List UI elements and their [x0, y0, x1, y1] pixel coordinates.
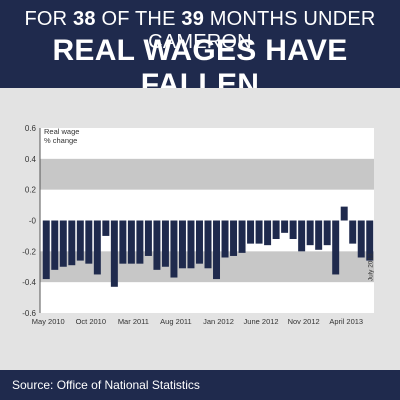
x-tick-label: Mar 2011 — [118, 317, 149, 326]
bar-month-27 — [264, 220, 272, 246]
bar-month-20 — [204, 220, 212, 269]
bar-month-10 — [119, 220, 127, 264]
bar-month-26 — [255, 220, 263, 244]
bar-month-35 — [332, 220, 340, 275]
bar-month-33 — [315, 220, 323, 250]
real-wage-bar-chart: 0.6 0.4 0.2 -0 -0.2 -0.4 -0.6 Real wage% change… — [22, 124, 375, 326]
source-note: Source: Office of National Statistics — [12, 378, 200, 392]
y-tick-label: 0.4 — [25, 155, 37, 164]
x-tick-label: Jan 2012 — [203, 317, 234, 326]
chart-area: 0.6 0.4 0.2 -0 -0.2 -0.4 -0.6 Real wage% change… — [0, 88, 400, 370]
headline-number-38: 38 — [73, 8, 96, 30]
y-axis-label: Real wage — [44, 127, 79, 136]
bar-month-37 — [349, 220, 357, 244]
bar-month-25 — [247, 220, 255, 244]
headline-text-pre: FOR — [24, 8, 74, 30]
bar-month-36 — [340, 206, 348, 221]
x-tick-label: Nov 2012 — [288, 317, 320, 326]
x-tick-label: Aug 2011 — [160, 317, 192, 326]
bar-month-19 — [195, 220, 203, 264]
band-upper — [40, 158, 374, 190]
bar-month-2 — [51, 220, 59, 270]
x-tick-label: June 2012 — [244, 317, 279, 326]
y-axis-label: % change — [44, 136, 77, 145]
bar-month-16 — [170, 220, 178, 278]
bar-month-13 — [144, 220, 152, 256]
header-banner: FOR 38 OF THE 39 MONTHS UNDER CAMERON RE… — [0, 0, 400, 101]
y-tick-label: -0.4 — [22, 278, 36, 287]
bar-month-15 — [161, 220, 169, 267]
y-tick-label: 0.6 — [25, 124, 37, 133]
x-tick-label: Oct 2010 — [76, 317, 106, 326]
headline-text-post: MONTHS UNDER CAMERON — [148, 8, 376, 53]
bar-month-24 — [238, 220, 246, 253]
bar-month-3 — [59, 220, 67, 267]
bar-month-32 — [306, 220, 314, 246]
y-tick-label: -0 — [29, 217, 37, 226]
x-tick-label: May 2010 — [32, 317, 65, 326]
bar-month-6 — [85, 220, 93, 264]
bar-month-5 — [76, 220, 84, 261]
headline-text-mid: OF THE — [95, 8, 182, 30]
bar-month-17 — [178, 220, 186, 269]
y-tick-label: -0.6 — [22, 309, 36, 318]
annotation-july-2013: July 2013 — [368, 253, 375, 281]
bar-month-34 — [323, 220, 331, 246]
headline-number-39: 39 — [181, 8, 205, 30]
bar-month-14 — [153, 220, 161, 270]
bar-month-9 — [110, 220, 118, 287]
x-tick-label: April 2013 — [329, 317, 363, 326]
bar-month-1 — [42, 220, 50, 280]
bar-month-11 — [127, 220, 135, 264]
bar-month-12 — [136, 220, 144, 264]
bar-month-4 — [68, 220, 76, 266]
bar-month-8 — [102, 220, 110, 236]
bar-month-22 — [221, 220, 229, 258]
bar-month-31 — [298, 220, 306, 252]
y-tick-label: -0.2 — [22, 247, 36, 256]
bar-month-18 — [187, 220, 195, 269]
bar-month-29 — [281, 220, 289, 233]
bar-month-30 — [289, 220, 297, 239]
bar-month-21 — [213, 220, 221, 280]
bar-month-7 — [93, 220, 101, 275]
y-tick-label: 0.2 — [25, 186, 37, 195]
bar-month-28 — [272, 220, 280, 239]
bar-month-39 — [366, 220, 374, 261]
bar-month-23 — [230, 220, 238, 256]
footer-bar: Source: Office of National Statistics — [0, 370, 400, 400]
headline-line-1: FOR 38 OF THE 39 MONTHS UNDER CAMERON — [0, 8, 400, 54]
bar-month-38 — [357, 220, 365, 258]
